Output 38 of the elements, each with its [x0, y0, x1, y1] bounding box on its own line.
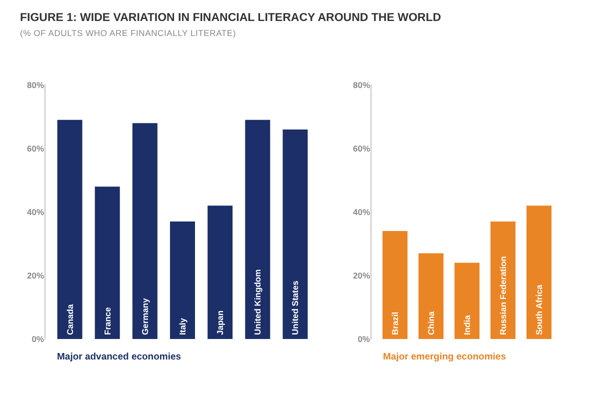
y-tick-label: 40%	[26, 207, 44, 217]
x-tick-label: Brazil	[390, 312, 400, 335]
x-tick-label: China	[426, 311, 436, 335]
y-tick-label: 60%	[26, 144, 44, 154]
x-tick-label: Japan	[215, 310, 226, 335]
bar	[208, 206, 233, 339]
y-tick-label: 0%	[32, 334, 44, 344]
bar	[57, 120, 82, 339]
x-tick-label: South Africa	[534, 284, 544, 335]
bar	[94, 186, 120, 339]
bar	[454, 262, 480, 339]
x-axis-title: Major emerging economies	[383, 352, 506, 362]
bar	[526, 206, 552, 339]
x-tick-label: United States	[290, 280, 300, 335]
x-tick-label: Italy	[178, 318, 188, 335]
y-tick-label: 20%	[26, 270, 44, 280]
x-tick-label: United Kingdom	[252, 268, 263, 335]
y-tick-label: 20%	[352, 270, 370, 280]
bar	[418, 253, 444, 339]
y-tick-label: 80%	[352, 80, 370, 90]
bar	[490, 222, 516, 339]
y-tick-label: 60%	[352, 144, 370, 154]
chart-subtitle: (% OF ADULTS WHO ARE FINANCIALLY LITERATE)	[20, 27, 238, 39]
x-tick-label: France	[102, 306, 112, 335]
chart-title: FIGURE 1: WIDE VARIATION IN FINANCIAL LITERACY AROUND THE WORLD	[20, 11, 442, 26]
x-tick-label: Canada	[64, 304, 75, 335]
bar	[132, 123, 158, 339]
x-tick-label: Germany	[140, 298, 150, 335]
y-tick-label: 0%	[358, 334, 370, 344]
bar	[282, 129, 308, 339]
y-tick-label: 40%	[352, 207, 370, 217]
x-tick-label: Russian Federation	[498, 256, 508, 335]
bar	[382, 231, 408, 339]
x-axis-title: Major advanced economies	[57, 352, 182, 362]
bar	[245, 120, 270, 339]
y-tick-label: 80%	[26, 80, 44, 90]
x-tick-label: India	[462, 314, 472, 335]
bar	[170, 222, 195, 339]
